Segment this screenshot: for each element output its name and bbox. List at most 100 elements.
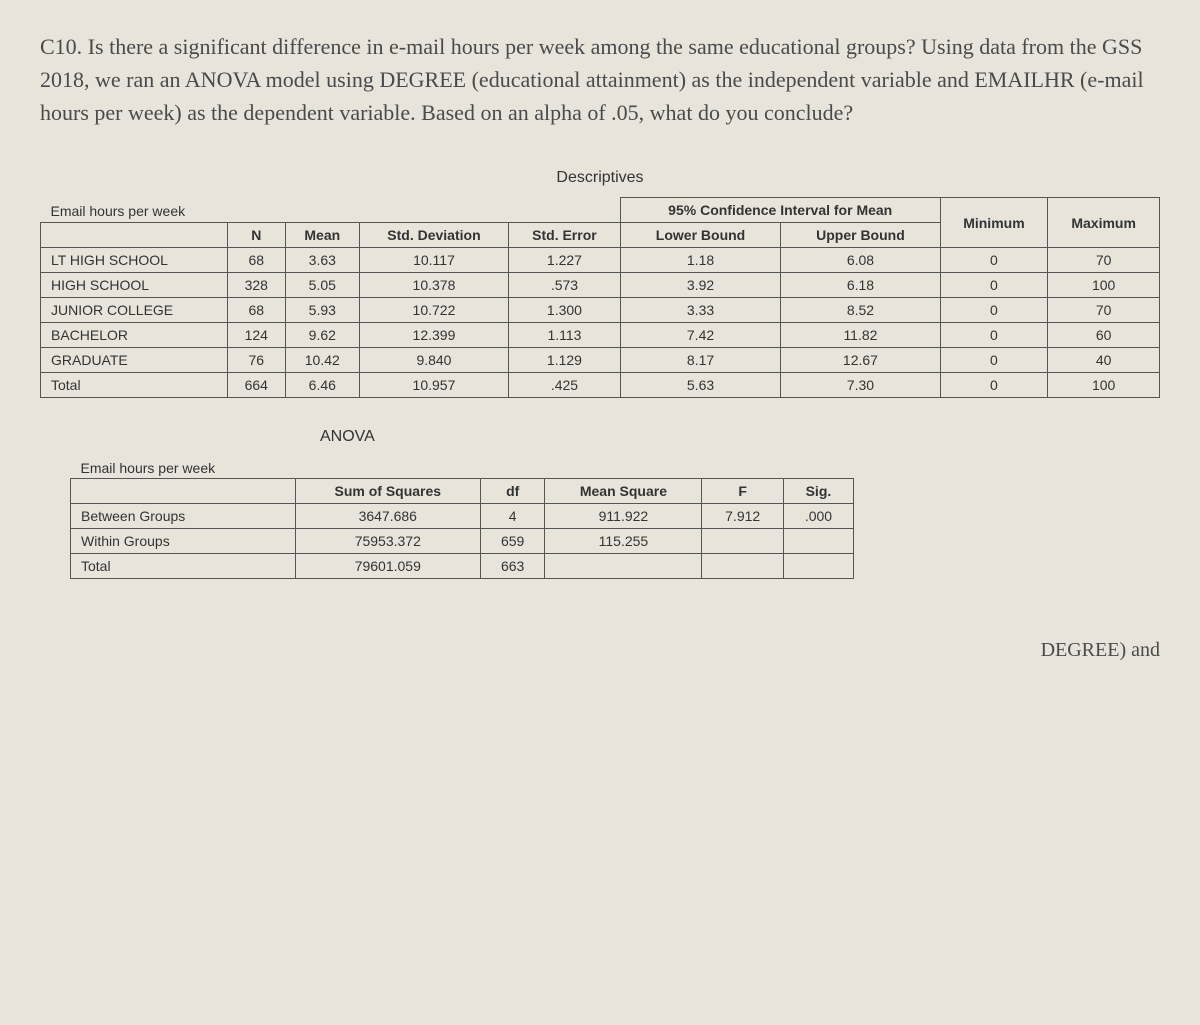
table-row: BACHELOR1249.6212.3991.1137.4211.82060 <box>41 323 1160 348</box>
desc-col-ub: Upper Bound <box>781 223 940 248</box>
cell-mean: 3.63 <box>285 248 359 273</box>
cell-min: 0 <box>940 273 1048 298</box>
desc-col-sd: Std. Deviation <box>359 223 508 248</box>
cell-ub: 11.82 <box>781 323 940 348</box>
table-row: Total6646.4610.957.4255.637.300100 <box>41 373 1160 398</box>
anova-col-blank <box>71 479 296 504</box>
cell-n: 76 <box>227 348 285 373</box>
cell-se: 1.300 <box>509 298 621 323</box>
table-row: GRADUATE7610.429.8401.1298.1712.67040 <box>41 348 1160 373</box>
desc-col-mean: Mean <box>285 223 359 248</box>
cell-n: 68 <box>227 248 285 273</box>
anova-col-ms: Mean Square <box>545 479 702 504</box>
cell-ub: 6.18 <box>781 273 940 298</box>
cell-ub: 6.08 <box>781 248 940 273</box>
row-label: Total <box>41 373 228 398</box>
table-row: JUNIOR COLLEGE685.9310.7221.3003.338.520… <box>41 298 1160 323</box>
cell-ms <box>545 554 702 579</box>
cell-lb: 3.33 <box>620 298 780 323</box>
cell-mean: 5.05 <box>285 273 359 298</box>
anova-col-df: df <box>480 479 544 504</box>
cell-n: 328 <box>227 273 285 298</box>
cell-se: 1.113 <box>509 323 621 348</box>
desc-col-max: Maximum <box>1048 198 1160 248</box>
anova-col-ss: Sum of Squares <box>295 479 480 504</box>
cell-mean: 10.42 <box>285 348 359 373</box>
cell-f: 7.912 <box>702 504 783 529</box>
cell-min: 0 <box>940 323 1048 348</box>
anova-var-label: Email hours per week <box>71 456 296 479</box>
cell-ss: 75953.372 <box>295 529 480 554</box>
anova-table: Email hours per week Sum of Squares df M… <box>70 456 854 579</box>
cell-max: 70 <box>1048 298 1160 323</box>
cell-ub: 12.67 <box>781 348 940 373</box>
table-row: LT HIGH SCHOOL683.6310.1171.2271.186.080… <box>41 248 1160 273</box>
cell-se: 1.129 <box>509 348 621 373</box>
row-label: JUNIOR COLLEGE <box>41 298 228 323</box>
cell-min: 0 <box>940 373 1048 398</box>
cell-lb: 1.18 <box>620 248 780 273</box>
cell-f <box>702 529 783 554</box>
question-text: Is there a significant difference in e-m… <box>40 34 1144 125</box>
cell-lb: 8.17 <box>620 348 780 373</box>
anova-col-f: F <box>702 479 783 504</box>
table-row: Between Groups3647.6864911.9227.912.000 <box>71 504 854 529</box>
row-label: LT HIGH SCHOOL <box>41 248 228 273</box>
desc-col-se: Std. Error <box>509 223 621 248</box>
anova-col-sig: Sig. <box>783 479 853 504</box>
desc-col-lb: Lower Bound <box>620 223 780 248</box>
cell-df: 659 <box>480 529 544 554</box>
cell-sd: 9.840 <box>359 348 508 373</box>
cell-min: 0 <box>940 248 1048 273</box>
question-label: C10. <box>40 34 82 59</box>
cell-sd: 10.378 <box>359 273 508 298</box>
anova-title: ANOVA <box>320 428 1160 446</box>
cell-max: 100 <box>1048 273 1160 298</box>
cell-sd: 10.722 <box>359 298 508 323</box>
cell-se: 1.227 <box>509 248 621 273</box>
table-row: HIGH SCHOOL3285.0510.378.5733.926.180100 <box>41 273 1160 298</box>
cell-sd: 12.399 <box>359 323 508 348</box>
cell-mean: 9.62 <box>285 323 359 348</box>
row-label: HIGH SCHOOL <box>41 273 228 298</box>
cell-n: 124 <box>227 323 285 348</box>
desc-var-label: Email hours per week <box>41 198 621 223</box>
cell-max: 60 <box>1048 323 1160 348</box>
table-row: Within Groups75953.372659115.255 <box>71 529 854 554</box>
row-label: Within Groups <box>71 529 296 554</box>
cell-sig: .000 <box>783 504 853 529</box>
cell-sd: 10.117 <box>359 248 508 273</box>
desc-col-min: Minimum <box>940 198 1048 248</box>
cell-min: 0 <box>940 348 1048 373</box>
cell-lb: 3.92 <box>620 273 780 298</box>
cell-f <box>702 554 783 579</box>
desc-col-blank <box>41 223 228 248</box>
cell-lb: 7.42 <box>620 323 780 348</box>
cell-max: 70 <box>1048 248 1160 273</box>
cell-ub: 7.30 <box>781 373 940 398</box>
cell-n: 664 <box>227 373 285 398</box>
question-block: C10. Is there a significant difference i… <box>40 30 1160 129</box>
cell-sig <box>783 529 853 554</box>
cell-sig <box>783 554 853 579</box>
descriptives-table: Email hours per week 95% Confidence Inte… <box>40 197 1160 398</box>
descriptives-title: Descriptives <box>40 169 1160 187</box>
row-label: GRADUATE <box>41 348 228 373</box>
cell-se: .573 <box>509 273 621 298</box>
cell-max: 100 <box>1048 373 1160 398</box>
cell-ms: 911.922 <box>545 504 702 529</box>
desc-col-n: N <box>227 223 285 248</box>
cell-df: 663 <box>480 554 544 579</box>
row-label: BACHELOR <box>41 323 228 348</box>
table-row: Total79601.059663 <box>71 554 854 579</box>
cell-se: .425 <box>509 373 621 398</box>
cell-min: 0 <box>940 298 1048 323</box>
cell-sd: 10.957 <box>359 373 508 398</box>
cell-lb: 5.63 <box>620 373 780 398</box>
cell-ub: 8.52 <box>781 298 940 323</box>
cell-ms: 115.255 <box>545 529 702 554</box>
cell-max: 40 <box>1048 348 1160 373</box>
row-label: Total <box>71 554 296 579</box>
cell-df: 4 <box>480 504 544 529</box>
desc-ci-header: 95% Confidence Interval for Mean <box>620 198 940 223</box>
